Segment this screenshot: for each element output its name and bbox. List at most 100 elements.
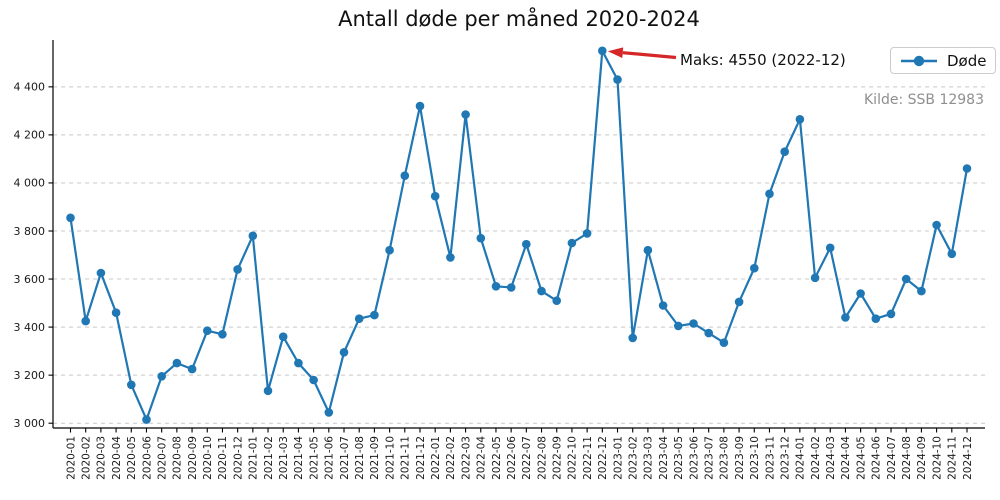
x-tick-label: 2022-10 xyxy=(567,436,579,480)
x-tick-label: 2022-08 xyxy=(536,436,548,480)
x-tick-label: 2023-04 xyxy=(658,436,670,480)
data-point xyxy=(203,326,212,336)
data-point xyxy=(248,231,258,241)
x-tick-label: 2024-05 xyxy=(855,436,867,480)
data-point xyxy=(932,220,941,230)
data-point xyxy=(704,328,713,338)
data-point xyxy=(263,386,273,396)
x-tick-label: 2020-01 xyxy=(65,436,77,480)
x-tick-label: 2023-06 xyxy=(688,436,700,480)
data-point xyxy=(886,309,896,319)
data-point xyxy=(157,372,166,381)
x-tick-label: 2021-01 xyxy=(248,436,260,480)
x-tick-label: 2023-08 xyxy=(719,436,731,480)
y-tick-label: 4 400 xyxy=(14,81,46,94)
x-tick-label: 2023-11 xyxy=(764,436,776,480)
data-point xyxy=(795,115,805,124)
data-point xyxy=(218,330,227,339)
x-tick-label: 2024-03 xyxy=(825,436,837,480)
y-tick-label: 3 400 xyxy=(14,321,46,334)
x-tick-label: 2022-04 xyxy=(476,436,488,480)
x-tick-label: 2022-05 xyxy=(491,436,503,480)
x-tick-label: 2022-03 xyxy=(460,436,472,480)
data-point xyxy=(96,268,106,278)
data-point xyxy=(598,46,607,56)
annotation-arrow-shaft xyxy=(622,51,677,60)
data-point xyxy=(901,274,911,284)
data-point xyxy=(522,239,531,249)
x-tick-label: 2020-09 xyxy=(187,436,199,480)
x-tick-label: 2024-11 xyxy=(947,436,959,480)
x-tick-label: 2024-02 xyxy=(810,436,822,480)
data-point xyxy=(750,263,759,273)
data-point xyxy=(613,75,622,84)
data-point xyxy=(537,286,546,296)
data-point xyxy=(127,380,136,390)
x-tick-label: 2022-11 xyxy=(582,436,594,480)
data-point xyxy=(111,308,121,318)
data-point xyxy=(567,238,577,248)
x-tick-label: 2024-09 xyxy=(916,436,928,480)
data-point xyxy=(841,313,850,322)
x-tick-label: 2020-08 xyxy=(172,436,184,480)
data-point xyxy=(856,289,865,298)
x-tick-label: 2024-06 xyxy=(871,436,883,480)
data-point xyxy=(461,110,470,119)
y-tick-label: 4 000 xyxy=(14,177,46,190)
x-tick-label: 2021-10 xyxy=(384,436,396,480)
annotation-arrow-head xyxy=(607,47,624,58)
x-tick-label: 2022-01 xyxy=(430,436,442,480)
x-tick-label: 2023-03 xyxy=(643,436,655,480)
x-tick-label: 2021-04 xyxy=(293,436,305,480)
x-tick-label: 2021-08 xyxy=(354,436,366,480)
data-point xyxy=(962,164,972,173)
x-tick-label: 2024-10 xyxy=(931,436,943,480)
data-point xyxy=(810,273,820,283)
max-annotation-text: Maks: 4550 (2022-12) xyxy=(680,51,846,69)
data-point xyxy=(309,375,318,385)
x-tick-label: 2023-05 xyxy=(673,436,685,480)
x-tick-label: 2021-03 xyxy=(278,436,290,480)
y-tick-label: 4 200 xyxy=(14,129,46,142)
x-tick-label: 2020-10 xyxy=(202,436,214,480)
x-tick-label: 2023-02 xyxy=(628,436,640,480)
data-point xyxy=(187,364,197,374)
x-tick-label: 2020-06 xyxy=(141,436,153,480)
data-point xyxy=(658,301,668,310)
x-tick-label: 2024-07 xyxy=(886,436,898,480)
data-point xyxy=(917,286,926,296)
x-tick-label: 2023-10 xyxy=(749,436,761,480)
x-tick-label: 2022-02 xyxy=(445,436,457,480)
data-point xyxy=(446,253,455,262)
x-tick-label: 2024-08 xyxy=(901,436,913,480)
data-point xyxy=(947,249,957,259)
x-tick-label: 2020-12 xyxy=(232,436,244,480)
legend-line-marker-icon xyxy=(901,55,937,66)
data-point xyxy=(415,101,425,111)
legend-label: Døde xyxy=(947,51,987,70)
data-point xyxy=(324,408,334,417)
x-tick-label: 2022-09 xyxy=(552,436,564,480)
data-point xyxy=(582,229,592,238)
data-point xyxy=(506,283,516,292)
data-point xyxy=(689,319,698,328)
data-point xyxy=(354,314,364,324)
data-point xyxy=(339,348,349,357)
source-text: Kilde: SSB 12983 xyxy=(864,92,984,108)
data-point xyxy=(643,245,653,255)
data-point xyxy=(233,265,242,274)
x-tick-label: 2023-07 xyxy=(703,436,715,480)
x-tick-label: 2022-12 xyxy=(597,436,609,480)
x-tick-label: 2024-12 xyxy=(962,436,974,480)
x-tick-label: 2021-11 xyxy=(400,436,412,480)
data-point xyxy=(734,297,744,307)
data-point xyxy=(825,243,835,253)
data-point xyxy=(370,310,379,320)
data-line xyxy=(69,49,969,421)
x-tick-label: 2020-07 xyxy=(156,436,168,480)
data-point xyxy=(66,213,75,223)
x-tick-label: 2021-12 xyxy=(415,436,427,480)
data-point xyxy=(719,338,729,348)
x-tick-label: 2021-09 xyxy=(369,436,381,480)
